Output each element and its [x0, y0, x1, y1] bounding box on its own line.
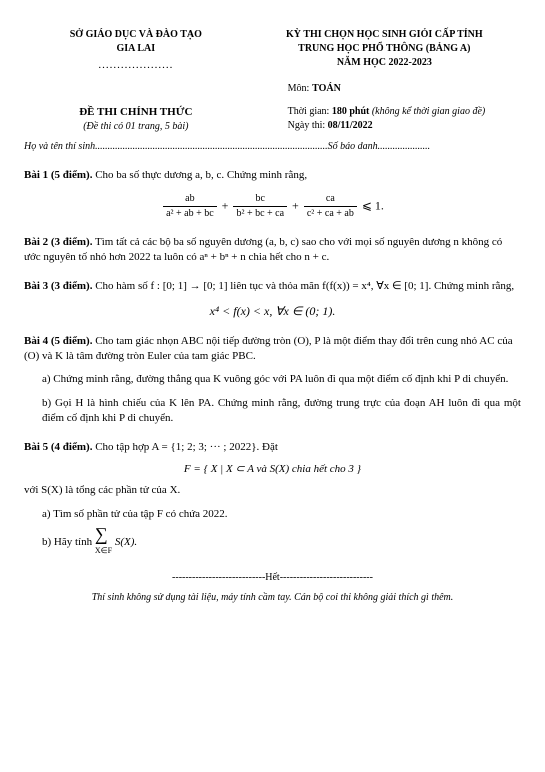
p1-frac2-den: b² + bc + ca	[233, 207, 287, 221]
problem-2: Bài 2 (3 điểm). Tìm tất cả các bộ ba số …	[24, 235, 521, 266]
sigma-icon: ∑	[95, 524, 108, 544]
time-value: 180 phút	[332, 106, 370, 117]
exam-line2: TRUNG HỌC PHỔ THÔNG (BẢNG A)	[248, 42, 521, 56]
p1-frac3-den: c² + ca + ab	[304, 207, 357, 221]
exam-note: (Đề thi có 01 trang, 5 bài)	[24, 120, 248, 134]
p1-frac3-num: ca	[304, 192, 357, 207]
p5-b-body: S(X).	[115, 536, 137, 548]
p1-frac1-num: ab	[163, 192, 217, 207]
document-header: SỞ GIÁO DỤC VÀ ĐÀO TẠO GIA LAI .........…	[24, 28, 521, 73]
subject-label: Môn:	[288, 83, 310, 94]
plus-1: +	[222, 198, 232, 212]
subject-value: TOÁN	[312, 83, 341, 94]
p1-text: Cho ba số thực dương a, b, c. Chứng minh…	[95, 169, 307, 181]
p1-formula: ab a² + ab + bc + bc b² + bc + ca + ca c…	[24, 192, 521, 221]
subject-block: Môn: TOÁN	[248, 81, 521, 96]
p5-b-prefix: b) Hãy tính	[42, 536, 95, 548]
time-row: Thời gian: 180 phút (không kể thời gian …	[288, 105, 521, 119]
p5-formula: F = { X | X ⊂ A và S(X) chia hết cho 3 }	[24, 462, 521, 477]
problem-5: Bài 5 (4 điểm). Cho tập hợp A = {1; 2; 3…	[24, 440, 521, 556]
p5-text: Cho tập hợp A = {1; 2; 3; ··· ; 2022}. Đ…	[95, 441, 278, 453]
p1-title: Bài 1 (5 điểm).	[24, 169, 92, 181]
p5-text2: với S(X) là tổng các phần tử của X.	[24, 483, 521, 498]
p1-frac3: ca c² + ca + ab	[304, 192, 357, 221]
plus-2: +	[292, 198, 302, 212]
exam-line1: KỲ THI CHỌN HỌC SINH GIỎI CẤP TỈNH	[248, 28, 521, 42]
exam-line3: NĂM HỌC 2022-2023	[248, 56, 521, 70]
p5-title: Bài 5 (4 điểm).	[24, 441, 92, 453]
header-left: SỞ GIÁO DỤC VÀ ĐÀO TẠO GIA LAI .........…	[24, 28, 248, 73]
sum-symbol: ∑ X∈F	[95, 528, 112, 557]
problem-4: Bài 4 (5 điểm). Cho tam giác nhọn ABC nộ…	[24, 334, 521, 427]
p4-title: Bài 4 (5 điểm).	[24, 335, 92, 347]
p3-formula: x⁴ < f(x) < x, ∀x ∈ (0; 1).	[24, 303, 521, 320]
problem-1: Bài 1 (5 điểm). Cho ba số thực dương a, …	[24, 168, 521, 220]
p1-frac1: ab a² + ab + bc	[163, 192, 217, 221]
p1-frac1-den: a² + ab + bc	[163, 207, 217, 221]
footer-note: Thí sinh không sử dụng tài liệu, máy tín…	[24, 591, 521, 605]
time-label: Thời gian:	[288, 106, 330, 117]
p1-frac2-num: bc	[233, 192, 287, 207]
date-label: Ngày thi:	[288, 120, 326, 131]
p2-text: Tìm tất cả các bộ ba số nguyên dương (a,…	[24, 236, 502, 263]
header-dots: ....................	[24, 58, 248, 73]
het-line: ----------------------------Hết---------…	[24, 571, 521, 585]
sum-sub: X∈F	[95, 545, 112, 556]
org-line2: GIA LAI	[24, 42, 248, 56]
date-value: 08/11/2022	[328, 120, 373, 131]
p1-frac2: bc b² + bc + ca	[233, 192, 287, 221]
exam-title: ĐỀ THI CHÍNH THỨC	[24, 105, 248, 120]
p1-tail: ⩽ 1.	[362, 198, 384, 212]
p4-text: Cho tam giác nhọn ABC nội tiếp đường trò…	[24, 335, 513, 362]
p3-title: Bài 3 (3 điểm).	[24, 280, 92, 292]
problem-3: Bài 3 (3 điểm). Cho hàm số f : [0; 1] → …	[24, 279, 521, 319]
org-line1: SỞ GIÁO DỤC VÀ ĐÀO TẠO	[24, 28, 248, 42]
candidate-name-row: Họ và tên thí sinh......................…	[24, 140, 521, 154]
p2-title: Bài 2 (3 điểm).	[24, 236, 92, 248]
subject-row: Môn: TOÁN	[24, 81, 521, 96]
p3-text1: Cho hàm số f : [0; 1] → [0; 1] liên tục …	[95, 280, 514, 292]
time-note: (không kể thời gian giao đề)	[372, 106, 485, 117]
title-time-row: ĐỀ THI CHÍNH THỨC (Đề thi có 01 trang, 5…	[24, 105, 521, 134]
p4-a: a) Chứng minh rằng, đường thẳng qua K vu…	[42, 372, 521, 387]
p5-b: b) Hãy tính ∑ X∈F S(X).	[42, 528, 521, 557]
p5-a: a) Tìm số phần tử của tập F có chứa 2022…	[42, 507, 521, 522]
p4-b: b) Gọi H là hình chiếu của K lên PA. Chứ…	[42, 396, 521, 427]
header-right: KỲ THI CHỌN HỌC SINH GIỎI CẤP TỈNH TRUNG…	[248, 28, 521, 73]
date-row: Ngày thi: 08/11/2022	[288, 119, 521, 133]
